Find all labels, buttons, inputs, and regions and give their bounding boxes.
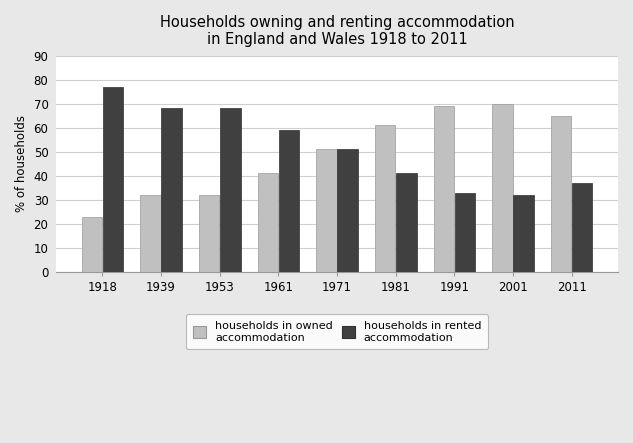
Bar [220, 109, 241, 272]
Bar [258, 173, 278, 272]
Bar [103, 87, 123, 272]
Legend: households in owned
accommodation, households in rented
accommodation: households in owned accommodation, house… [186, 314, 488, 349]
Bar [316, 149, 337, 272]
Bar [572, 183, 592, 272]
Y-axis label: % of households: % of households [15, 115, 28, 212]
Bar [82, 217, 102, 272]
Bar [337, 149, 358, 272]
Bar [434, 106, 454, 272]
Bar [396, 173, 417, 272]
Bar [492, 104, 513, 272]
Title: Households owning and renting accommodation
in England and Wales 1918 to 2011: Households owning and renting accommodat… [160, 15, 515, 47]
Bar [199, 195, 220, 272]
Bar [551, 116, 572, 272]
Bar [513, 195, 534, 272]
Bar [279, 130, 299, 272]
Bar [375, 125, 396, 272]
Bar [454, 193, 475, 272]
Bar [141, 195, 161, 272]
Bar [161, 109, 182, 272]
